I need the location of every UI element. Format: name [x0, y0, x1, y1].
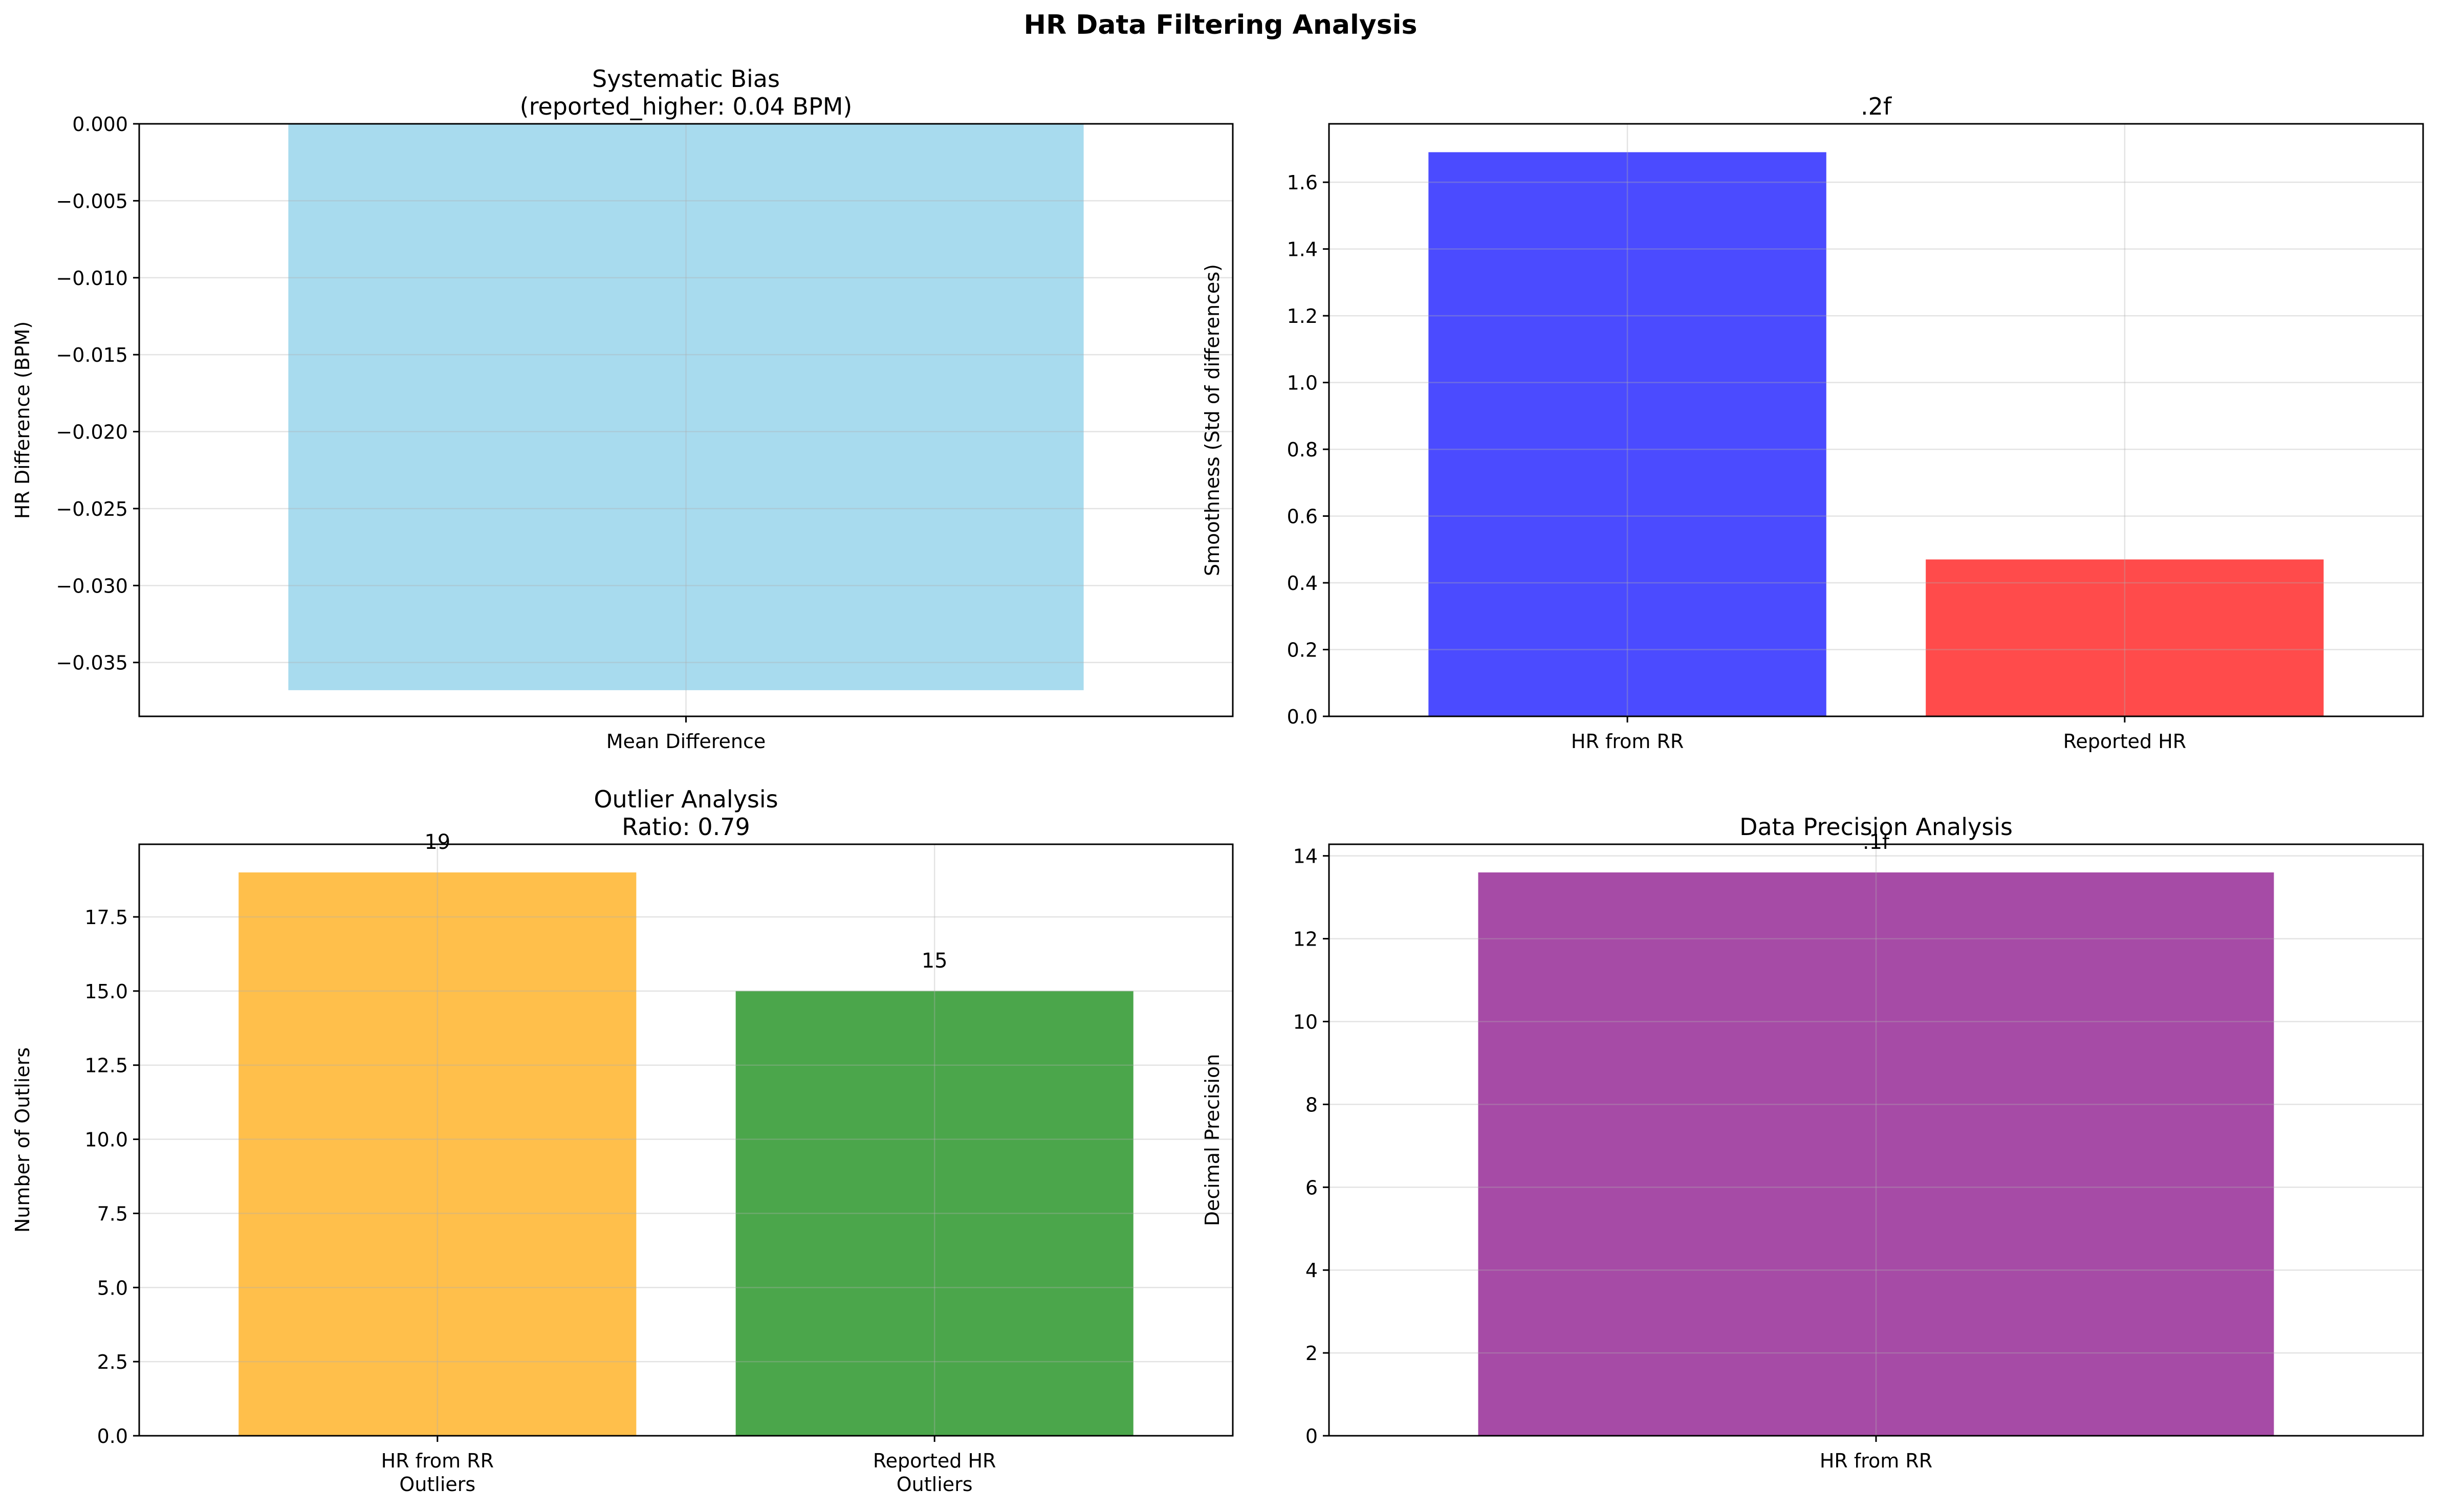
subplot-title: Data Precision Analysis	[1739, 813, 2013, 841]
y-tick-label: 1.6	[1287, 171, 1318, 194]
y-tick-label: −0.020	[56, 421, 128, 444]
y-axis-label: Number of Outliers	[11, 1047, 34, 1233]
bar-1	[1428, 152, 1826, 717]
data-label: .1f	[1863, 830, 1890, 854]
y-tick-label: 17.5	[84, 906, 128, 929]
y-tick-label: 2.5	[97, 1351, 128, 1373]
y-tick-label: 1.2	[1287, 305, 1318, 327]
y-tick-label: 15.0	[84, 980, 128, 1003]
x-tick-label: Mean Difference	[606, 730, 766, 753]
x-tick-label: Outliers	[399, 1473, 475, 1496]
figure-title: HR Data Filtering Analysis	[1024, 10, 1418, 40]
subplot-3: 0.02.55.07.510.012.515.017.5HR from RROu…	[11, 785, 1234, 1496]
bar-2	[1926, 559, 2324, 716]
y-tick-label: −0.035	[56, 652, 128, 674]
y-tick-label: 0.0	[1287, 706, 1318, 728]
y-tick-label: 5.0	[97, 1277, 128, 1299]
y-tick-label: 6	[1305, 1176, 1318, 1199]
x-tick-label: HR from RR	[1820, 1450, 1932, 1472]
y-tick-label: −0.015	[56, 344, 128, 366]
axes-frame	[1328, 123, 2424, 717]
x-tick-label: Reported HR	[2063, 730, 2187, 753]
bar-2	[735, 991, 1134, 1436]
y-tick-label: 2	[1305, 1342, 1318, 1365]
y-tick-label: −0.030	[56, 575, 128, 597]
x-tick-label: Outliers	[897, 1473, 973, 1496]
y-tick-label: −0.025	[56, 498, 128, 520]
subplot-title: Systematic Bias	[592, 65, 780, 93]
y-tick-label: 7.5	[97, 1202, 128, 1225]
y-tick-label: 14	[1293, 845, 1318, 868]
y-tick-label: 8	[1305, 1093, 1318, 1116]
data-label: 15	[922, 949, 948, 973]
x-tick-label: HR from RR	[381, 1450, 494, 1472]
y-tick-label: 0.4	[1287, 572, 1318, 595]
y-tick-label: 0.000	[72, 113, 128, 136]
bar-1	[1478, 872, 2274, 1436]
subplot-2: 0.0 0.2 0.4 0.6 0.8 1.0 1.2 1.4 1.6 HR from RR Rep…	[1201, 93, 2424, 753]
subplot-1: 0.000 −0.005 −0.010 −0.015 −0.020 −0.025 −0.03…	[11, 65, 1234, 753]
bar-1	[288, 124, 1084, 690]
y-tick-label: 0	[1305, 1425, 1318, 1448]
y-tick-label: 1.0	[1287, 372, 1318, 395]
y-tick-label: 0.6	[1287, 506, 1318, 528]
y-tick-label: −0.010	[56, 267, 128, 290]
subplot-title: Ratio: 0.79	[622, 813, 750, 841]
x-tick-label: Reported HR	[873, 1450, 996, 1472]
y-axis-label: Decimal Precision	[1201, 1054, 1224, 1226]
y-tick-label: 0.8	[1287, 439, 1318, 461]
y-tick-label: 4	[1305, 1259, 1318, 1282]
y-axis-label: Smoothness (Std of differences)	[1201, 264, 1224, 576]
y-tick-label: 12	[1293, 928, 1318, 951]
y-tick-label: 10.0	[84, 1129, 128, 1151]
subplot-title: Outlier Analysis	[594, 785, 778, 813]
subplot-title: (reported_higher: 0.04 BPM)	[520, 93, 853, 120]
y-tick-label: 1.4	[1287, 238, 1318, 261]
y-tick-label: 10	[1293, 1011, 1318, 1033]
subplot-title: .2f	[1861, 93, 1892, 120]
data-label: 19	[424, 830, 450, 854]
y-tick-label: −0.005	[56, 190, 128, 212]
bar-1	[238, 872, 637, 1436]
y-axis-label: HR Difference (BPM)	[11, 321, 34, 519]
x-tick-label: HR from RR	[1571, 730, 1684, 753]
subplots: 0.000 −0.005 −0.010 −0.015 −0.020 −0.025 −0.03…	[11, 65, 2424, 1496]
y-tick-label: 12.5	[84, 1055, 128, 1077]
y-tick-label: 0.0	[97, 1425, 128, 1448]
y-tick-label: 0.2	[1287, 639, 1318, 662]
